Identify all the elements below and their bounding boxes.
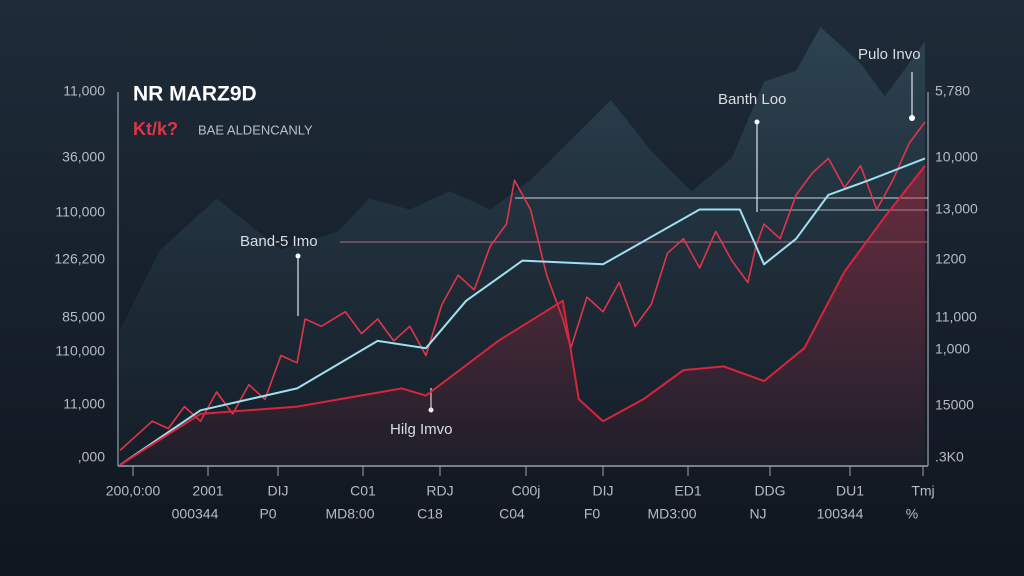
line xyxy=(119,157,926,466)
line xyxy=(119,121,926,451)
annotation: Band-5 Imo xyxy=(240,233,318,250)
right-axis-label: 1200 xyxy=(935,251,966,267)
left-axis-label: 85,000 xyxy=(62,309,105,325)
left-axis-label: ,000 xyxy=(78,449,105,465)
pointer-dot xyxy=(295,253,301,259)
x-sublabel: F0 xyxy=(584,506,601,522)
axis-labels: 11,000 36,000 110,000 126,200 85,000 110,000 1… xyxy=(54,83,978,522)
x-sublabel: P0 xyxy=(259,506,276,522)
right-axis-label: 10,000 xyxy=(935,149,978,165)
x-tick-label: RDJ xyxy=(426,483,453,499)
chart-title: NR MARZ9D xyxy=(133,83,257,106)
x-tick-label: DIJ xyxy=(268,483,289,499)
right-axis-label: 11,000 xyxy=(935,309,977,325)
x-tick-label: C00j xyxy=(512,483,541,499)
subtitle: BAE ALDENCANLY xyxy=(198,122,313,137)
background-area xyxy=(120,27,925,465)
x-tick-label: ED1 xyxy=(674,483,701,499)
x-tick-label: 200,0:00 xyxy=(106,483,161,499)
x-sublabel: NJ xyxy=(749,506,766,522)
left-axis-label: 126,200 xyxy=(54,251,105,267)
data-layer xyxy=(119,121,926,466)
right-axis-label: 1,000 xyxy=(935,341,970,357)
x-sublabel: MD3:00 xyxy=(647,506,696,522)
x-sublabel: 100344 xyxy=(817,506,864,522)
x-tick-label: DIJ xyxy=(593,483,614,499)
right-axis-label: 13,000 xyxy=(935,201,978,217)
area xyxy=(120,165,925,465)
annotation: Hilg Imvo xyxy=(390,421,453,438)
right-axis-label: .3K0 xyxy=(935,449,964,465)
annotation: Pulo Invo xyxy=(858,46,921,63)
x-tick-label: DDG xyxy=(754,483,785,499)
x-sublabel: 000344 xyxy=(172,506,219,522)
line xyxy=(119,165,926,466)
x-tick-label: Tmj xyxy=(911,483,934,499)
x-tick-label: 2001 xyxy=(192,483,223,499)
left-axis-label: 36,000 xyxy=(62,149,105,165)
x-tick-label: C01 xyxy=(350,483,376,499)
left-axis-label: 11,000 xyxy=(63,83,105,99)
left-axis-label: 110,000 xyxy=(55,204,105,220)
x-sublabel: MD8:00 xyxy=(325,506,374,522)
right-axis-label: 15000 xyxy=(935,397,974,413)
right-axis-label: 5,780 xyxy=(935,83,970,99)
left-axis-label: 110,000 xyxy=(55,343,105,359)
x-sublabel: C18 xyxy=(417,506,443,522)
background-layer xyxy=(120,27,925,465)
x-sublabel: C04 xyxy=(499,506,525,522)
pointer-dot xyxy=(754,119,760,125)
x-tick-label: DU1 xyxy=(836,483,864,499)
left-axis-label: 11,000 xyxy=(63,396,105,412)
annotation: Banth Loo xyxy=(718,91,786,108)
x-sublabel: % xyxy=(906,506,918,522)
subtitle-mark: Kt/k? xyxy=(133,119,178,139)
pointer-dot xyxy=(909,115,915,121)
